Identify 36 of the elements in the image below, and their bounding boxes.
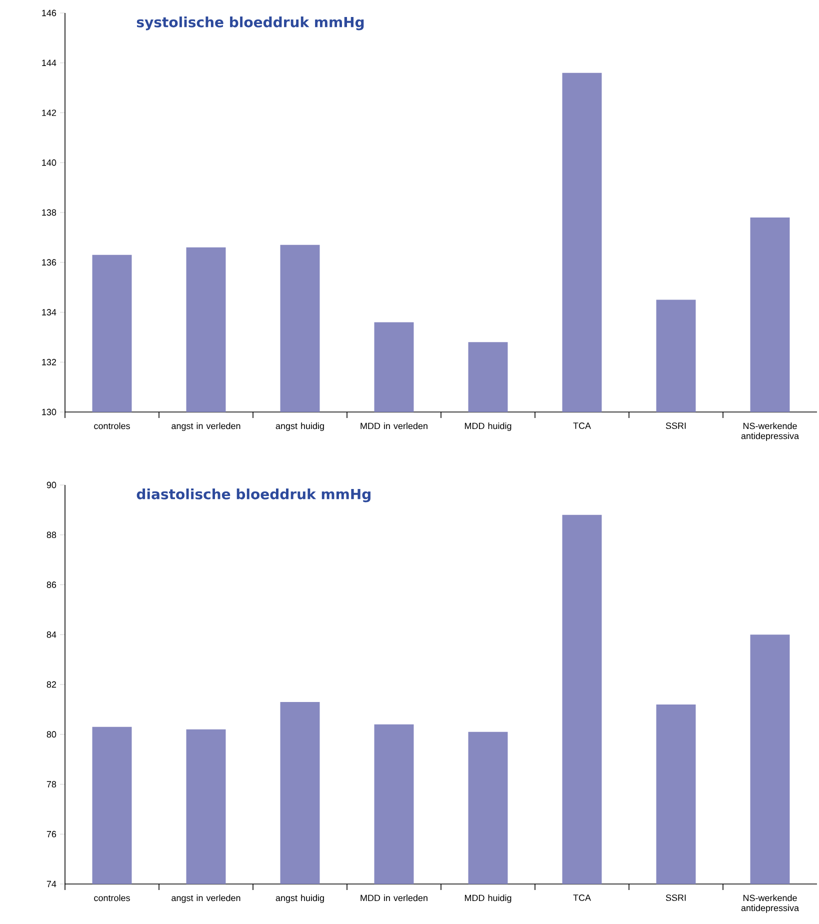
- x-tick-label: angst huidig: [276, 422, 324, 431]
- x-tick-label: controles: [94, 422, 130, 430]
- y-tick-label: 90: [46, 482, 56, 488]
- y-tick-label: 144: [42, 60, 56, 66]
- x-tick-label: NS-werkende antidepressiva: [741, 894, 799, 913]
- x-tick-label: MDD huidig: [464, 422, 512, 431]
- x-tick-label: angst in verleden: [172, 422, 240, 431]
- y-tick-label: 134: [42, 309, 56, 316]
- y-tick-label: 82: [46, 681, 56, 688]
- y-tick-label: 138: [42, 209, 56, 216]
- x-tick-label: angst huidig: [276, 894, 324, 903]
- y-tick-label: 78: [46, 781, 56, 788]
- x-tick-label: NS-werkende antidepressiva: [741, 422, 799, 441]
- y-tick-label: 132: [42, 358, 56, 366]
- y-tick-label: 88: [46, 532, 56, 538]
- x-tick-label: MDD in verleden: [360, 422, 428, 430]
- y-tick-label: 140: [42, 159, 56, 166]
- x-tick-label: TCA: [573, 894, 591, 901]
- y-tick-label: 136: [42, 259, 56, 266]
- y-tick-label: 84: [46, 631, 56, 638]
- y-tick-label: 74: [46, 880, 56, 888]
- chart-title: systolische bloeddruk mmHg: [136, 16, 364, 30]
- x-tick-label: MDD huidig: [464, 894, 512, 903]
- y-tick-label: 130: [42, 408, 56, 416]
- x-tick-label: TCA: [573, 422, 591, 429]
- x-tick-label: angst in verleden: [172, 894, 240, 903]
- x-tick-label: MDD in verleden: [360, 894, 428, 902]
- y-tick-label: 86: [46, 582, 56, 588]
- chart-title: diastolische bloeddruk mmHg: [136, 488, 370, 502]
- x-tick-label: SSRI: [666, 894, 686, 901]
- y-tick-label: 76: [46, 830, 56, 838]
- x-tick-label: SSRI: [666, 422, 686, 429]
- y-tick-label: 146: [42, 10, 56, 16]
- x-tick-label: controles: [94, 894, 130, 902]
- y-tick-label: 142: [42, 110, 56, 116]
- y-tick-label: 80: [46, 731, 56, 738]
